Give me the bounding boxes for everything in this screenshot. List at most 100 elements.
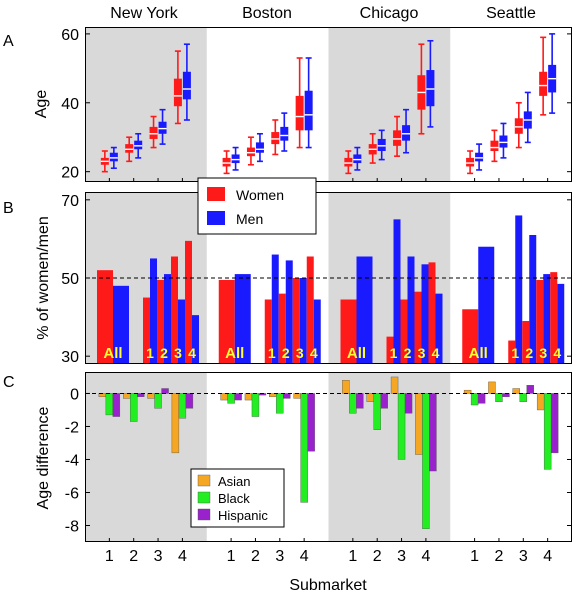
box-men-chicago-3-iqr [402, 125, 411, 141]
box-men-new-york-3 [158, 108, 167, 145]
bar-asian-seattle-1 [463, 389, 472, 394]
bar-hispanic-new-york-2 [136, 393, 145, 397]
bar-asian-new-york-4 [171, 393, 180, 454]
legend-sex: Women Men [197, 177, 317, 235]
box-women-new-york-3-iqr [149, 126, 158, 139]
bar-label-new-york-all: All [103, 345, 122, 362]
bar-women-new-york-all [97, 270, 113, 363]
bar-asian-new-york-2 [122, 393, 131, 399]
box-women-seattle-4-iqr [539, 71, 548, 96]
box-men-boston-2 [255, 132, 264, 163]
box-men-boston-4-iqr [304, 90, 313, 131]
bar-women-boston-1 [264, 299, 272, 363]
bar-asian-seattle-3 [512, 388, 520, 394]
box-men-seattle-1 [475, 143, 484, 171]
bar-women-seattle-1 [508, 340, 516, 363]
bar-men-seattle-2 [529, 235, 537, 363]
bar-women-boston-3 [292, 278, 300, 363]
legend-label-women: Women [236, 187, 284, 203]
bar-women-new-york-4 [185, 240, 192, 363]
bar-black-boston-3 [276, 393, 284, 414]
box-men-chicago-3 [402, 108, 411, 154]
box-women-chicago-3-iqr [393, 130, 402, 146]
bar-hispanic-new-york-4 [185, 393, 194, 409]
bar-hispanic-seattle-1 [477, 393, 486, 404]
box-men-boston-2-iqr [255, 142, 264, 153]
legend-label-black: Black [218, 491, 250, 506]
bar-women-seattle-all [462, 309, 479, 363]
bar-label-chicago-4: 4 [432, 345, 440, 361]
x-tick-label-new-york-4: 4 [178, 548, 187, 565]
bar-asian-chicago-3 [390, 376, 399, 394]
bar-men-chicago-4 [435, 293, 443, 363]
x-tick-label-seattle-2: 2 [494, 548, 503, 565]
bar-hispanic-seattle-3 [526, 385, 534, 394]
bar-label-new-york-1: 1 [146, 345, 154, 361]
bar-women-seattle-3 [536, 279, 544, 363]
bar-hispanic-new-york-3 [161, 388, 169, 394]
bar-hispanic-seattle-4 [550, 393, 559, 454]
box-women-new-york-3 [149, 115, 158, 149]
bar-black-chicago-2 [373, 393, 381, 430]
x-tick-label-boston-3: 3 [275, 548, 284, 565]
box-women-chicago-1 [344, 150, 353, 175]
box-men-boston-3-iqr [280, 126, 289, 141]
bar-black-boston-4 [300, 393, 308, 503]
box-men-seattle-1-iqr [475, 152, 484, 162]
bar-women-new-york-3 [171, 256, 178, 363]
x-tick-label-chicago-4: 4 [421, 548, 430, 565]
bar-label-seattle-4: 4 [553, 345, 561, 361]
bar-men-new-york-3 [178, 299, 185, 363]
bar-black-chicago-4 [422, 393, 430, 529]
legend-swatch-asian [197, 474, 211, 487]
box-women-chicago-4 [417, 43, 426, 135]
bar-men-chicago-3 [421, 264, 429, 363]
box-women-seattle-3-iqr [514, 118, 523, 134]
bar-men-new-york-2 [164, 274, 171, 363]
bar-black-chicago-3 [397, 393, 406, 460]
bar-label-new-york-4: 4 [188, 345, 196, 361]
bar-label-new-york-2: 2 [160, 345, 168, 361]
bar-men-seattle-4 [557, 283, 565, 363]
box-women-boston-3 [271, 119, 280, 156]
bar-label-seattle-3: 3 [539, 345, 547, 361]
bar-men-new-york-4 [192, 315, 199, 363]
x-tick-label-new-york-3: 3 [154, 548, 163, 565]
panel-c-ytick-label: -4 [65, 452, 79, 469]
city-header-seattle: Seattle [486, 5, 536, 22]
x-tick-label-boston-4: 4 [300, 548, 309, 565]
city-header-new-york: New York [110, 5, 179, 22]
box-men-seattle-2 [499, 122, 508, 159]
bar-women-boston-4 [306, 256, 314, 363]
panel-c-ytick-label: -6 [65, 485, 79, 502]
bar-label-chicago-2: 2 [404, 345, 412, 361]
box-men-seattle-2-iqr [499, 135, 508, 148]
box-men-chicago-4-iqr [426, 70, 435, 107]
city-header-chicago: Chicago [360, 5, 419, 22]
box-women-boston-1-iqr [222, 157, 231, 167]
box-women-seattle-2-iqr [490, 140, 499, 151]
bar-label-boston-3: 3 [296, 345, 304, 361]
bar-men-boston-1 [271, 254, 279, 363]
panel-letter-a: A [3, 33, 14, 50]
x-tick-label-chicago-1: 1 [348, 548, 357, 565]
bar-men-new-york-all [113, 285, 129, 363]
box-women-boston-3-iqr [271, 132, 280, 145]
box-men-chicago-1-iqr [353, 154, 362, 164]
bar-black-chicago-1 [349, 393, 357, 414]
box-women-boston-2-iqr [246, 147, 255, 157]
bar-women-seattle-2 [522, 321, 530, 363]
box-men-seattle-4 [548, 33, 557, 114]
legend-label-men: Men [236, 211, 263, 227]
x-tick-label-seattle-3: 3 [519, 548, 528, 565]
bar-label-boston-all: All [225, 345, 244, 362]
bar-label-chicago-all: All [347, 345, 366, 362]
bar-hispanic-boston-3 [283, 393, 291, 399]
bar-black-seattle-1 [470, 393, 479, 406]
bar-asian-new-york-3 [147, 393, 155, 399]
bar-men-chicago-2 [407, 256, 415, 363]
bar-men-new-york-1 [150, 258, 157, 363]
bar-hispanic-chicago-2 [380, 393, 388, 409]
box-men-chicago-2 [377, 129, 386, 161]
